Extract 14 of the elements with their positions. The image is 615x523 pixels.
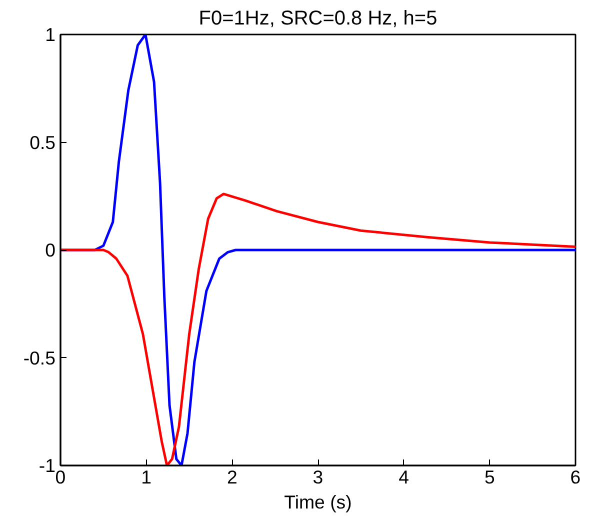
x-tick-label: 5 bbox=[484, 466, 495, 488]
y-tick-label: 1 bbox=[45, 24, 56, 45]
x-tick-label: 3 bbox=[312, 466, 324, 488]
y-tick-label: 0 bbox=[45, 240, 56, 260]
x-tick-label: 4 bbox=[398, 466, 410, 488]
x-tick-label: 6 bbox=[570, 466, 581, 488]
line-series bbox=[60, 34, 576, 466]
x-tick-label: 1 bbox=[141, 466, 152, 488]
x-axis-title: Time (s) bbox=[284, 492, 352, 512]
y-tick-label: -1 bbox=[38, 455, 56, 476]
y-tick-label: -0.5 bbox=[23, 347, 56, 368]
x-tick-label: 2 bbox=[226, 466, 238, 488]
y-tick-label: 0.5 bbox=[30, 132, 56, 153]
chart-title: F0=1Hz, SRC=0.8 Hz, h=5 bbox=[198, 8, 438, 30]
